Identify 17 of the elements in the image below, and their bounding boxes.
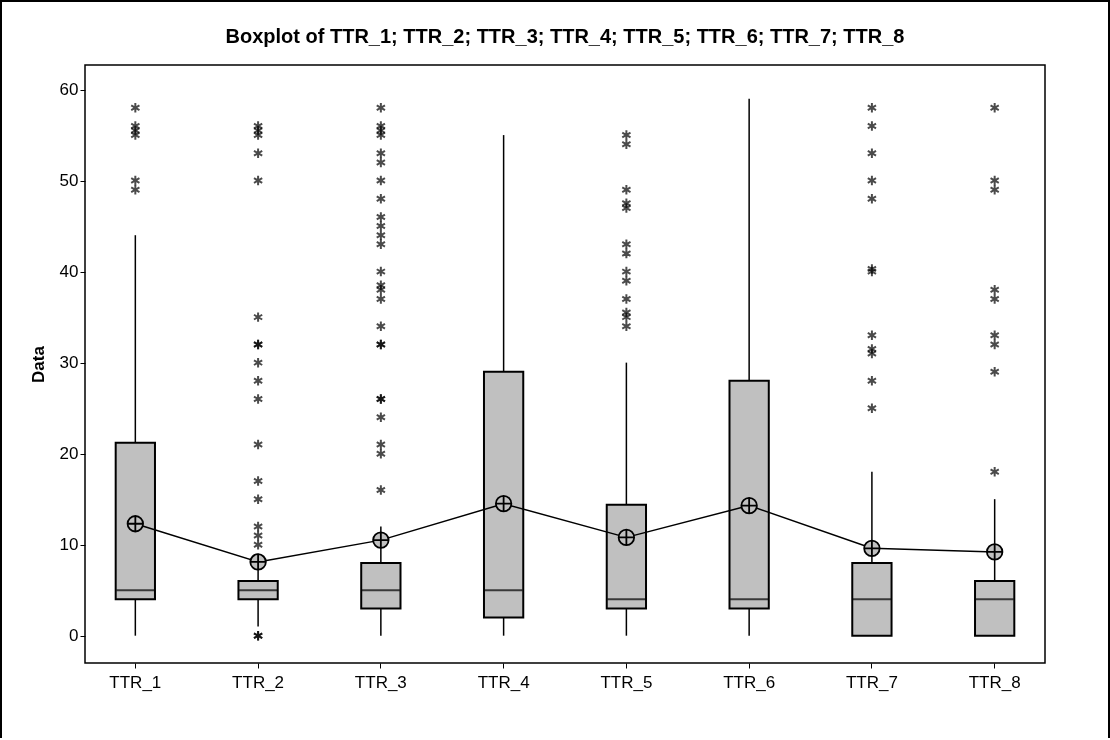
y-tick-label: 0 <box>69 626 79 646</box>
y-tick-label: 60 <box>59 80 79 100</box>
y-tick-label: 50 <box>59 171 79 191</box>
x-tick-label: TTR_3 <box>354 672 407 692</box>
x-tick-label: TTR_6 <box>723 672 776 692</box>
x-tick-label: TTR_2 <box>232 672 285 692</box>
y-tick-label: 30 <box>59 353 79 373</box>
y-axis-title: Data <box>28 345 48 383</box>
x-tick-label: TTR_1 <box>109 672 162 692</box>
x-tick-label: TTR_5 <box>600 672 653 692</box>
y-tick-label: 40 <box>59 262 79 282</box>
y-tick-label: 10 <box>59 535 79 555</box>
x-tick-label: TTR_4 <box>477 672 530 692</box>
chart-title: Boxplot of TTR_1; TTR_2; TTR_3; TTR_4; TTR_5; TTR_6; TTR_7; TTR_8 <box>225 25 905 47</box>
x-tick-label: TTR_8 <box>968 672 1021 692</box>
y-tick-label: 20 <box>59 444 79 464</box>
x-tick-label: TTR_7 <box>845 672 898 692</box>
